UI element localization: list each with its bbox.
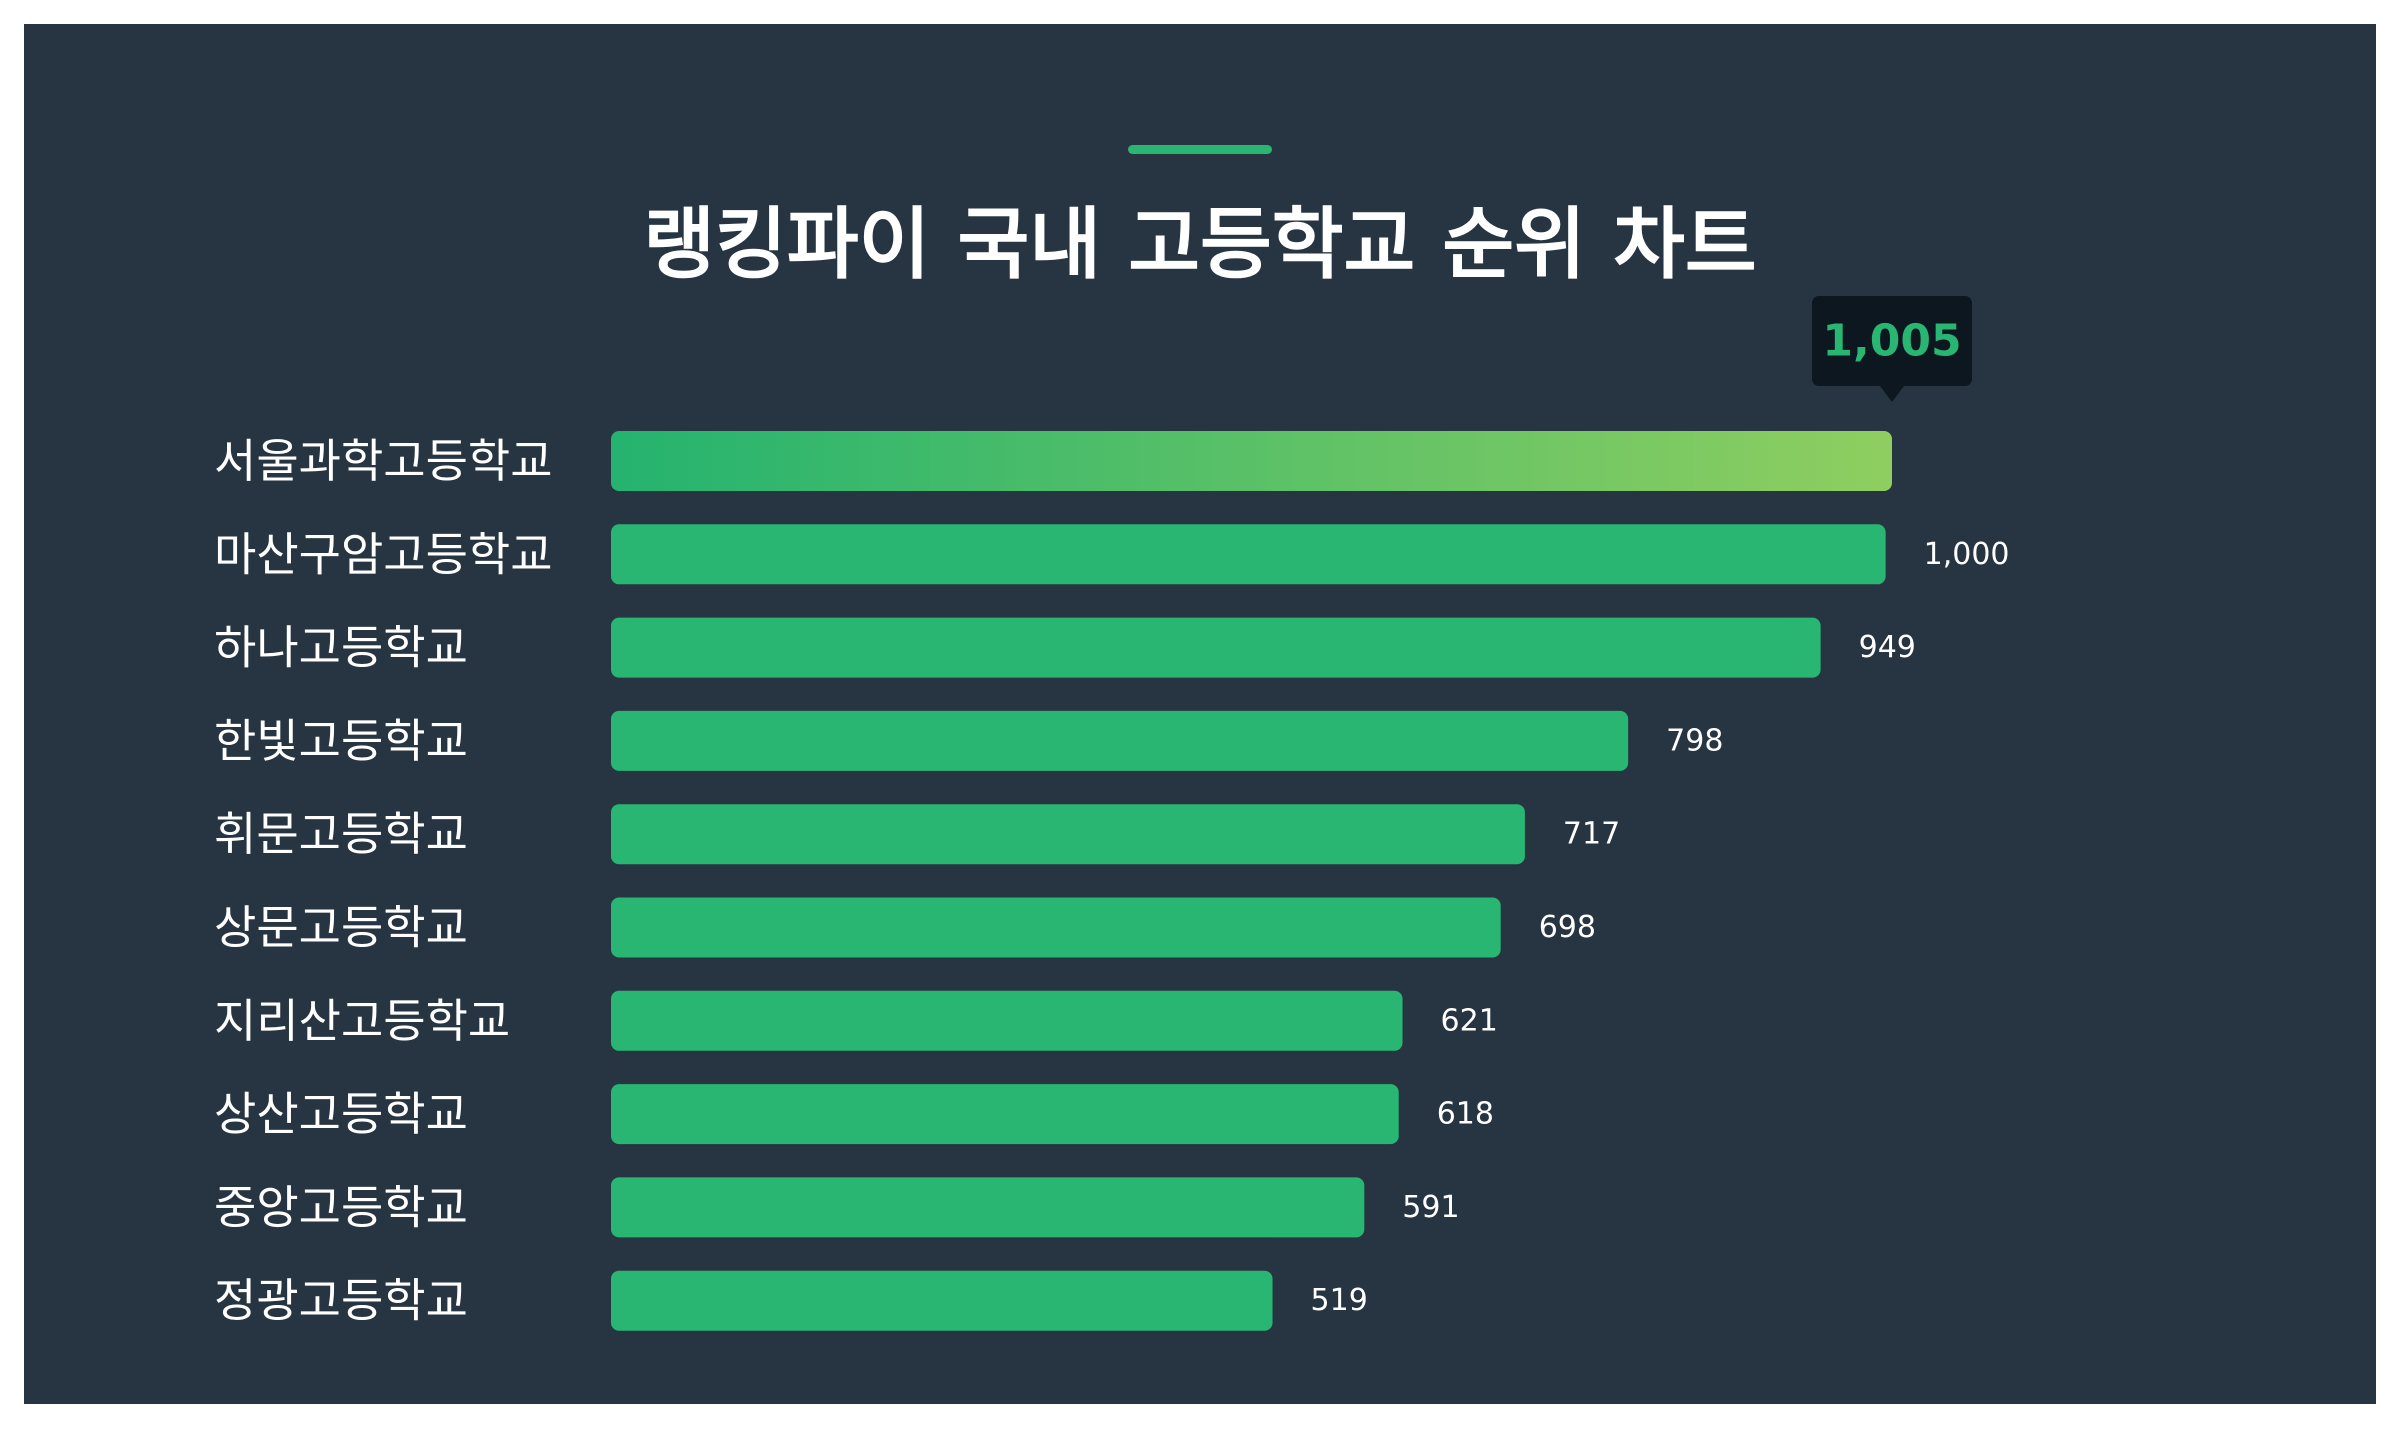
bar[interactable] xyxy=(611,524,1886,585)
category-label: 상문고등학교 xyxy=(214,901,468,955)
chart-panel: 랭킹파이 국내 고등학교 순위 차트 서울과학고등학교 1,005 마산구암고등학교… xyxy=(24,24,2376,1404)
bar[interactable] xyxy=(611,1177,1365,1238)
value-label: 519 xyxy=(1311,1283,1368,1318)
bars-group: 서울과학고등학교 1,005 마산구암고등학교 1,000 하나고등학교 949 한빛고등학… xyxy=(214,296,2010,1331)
value-label: 591 xyxy=(1402,1190,1459,1225)
category-label: 정광고등학교 xyxy=(214,1274,468,1328)
bar-highlighted[interactable] xyxy=(611,431,1892,491)
value-label: 717 xyxy=(1563,817,1620,852)
category-label: 마산구암고등학교 xyxy=(214,527,553,581)
value-label: 698 xyxy=(1539,910,1596,945)
category-label: 지리산고등학교 xyxy=(214,994,510,1048)
tooltip-pointer xyxy=(1880,386,1904,402)
value-label: 798 xyxy=(1666,723,1723,758)
bar[interactable] xyxy=(611,1084,1399,1145)
bar[interactable] xyxy=(611,710,1629,771)
category-label: 중앙고등학교 xyxy=(214,1180,468,1234)
value-label: 1,000 xyxy=(1924,537,2010,572)
category-label: 한빛고등학교 xyxy=(214,714,468,768)
tooltip-value: 1,005 xyxy=(1822,316,1961,367)
title-accent-bar xyxy=(1128,145,1272,154)
bar[interactable] xyxy=(611,804,1525,865)
category-label: 서울과학고등학교 xyxy=(214,434,553,488)
category-label: 휘문고등학교 xyxy=(214,807,468,861)
bar[interactable] xyxy=(611,990,1403,1051)
value-label: 949 xyxy=(1859,630,1916,665)
category-label: 상산고등학교 xyxy=(214,1087,468,1141)
bar[interactable] xyxy=(611,1270,1273,1331)
value-label: 618 xyxy=(1437,1097,1494,1132)
bar[interactable] xyxy=(611,617,1821,678)
value-label: 621 xyxy=(1441,1003,1498,1038)
category-label: 하나고등학교 xyxy=(214,621,468,675)
chart-title: 랭킹파이 국내 고등학교 순위 차트 xyxy=(643,200,1757,290)
bar[interactable] xyxy=(611,897,1501,958)
bar-chart: 서울과학고등학교 1,005 마산구암고등학교 1,000 하나고등학교 949 한빛고등학… xyxy=(214,296,2010,1331)
value-tooltip xyxy=(1812,296,1972,386)
